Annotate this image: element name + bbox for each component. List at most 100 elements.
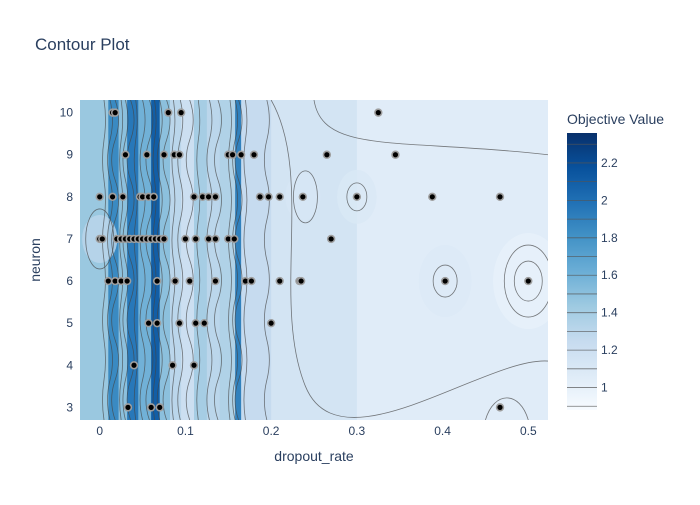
- trial-point: [204, 192, 213, 202]
- trial-point: [352, 192, 362, 202]
- contour-band: [159, 100, 171, 420]
- y-tick-label: 4: [66, 358, 73, 372]
- trial-point: [98, 234, 107, 244]
- trial-point: [144, 318, 153, 328]
- trial-point: [322, 150, 332, 159]
- contour-band: [151, 100, 161, 420]
- trial-point: [155, 403, 164, 412]
- chart-title: Contour Plot: [35, 35, 130, 54]
- trial-point: [275, 276, 284, 286]
- trial-point: [181, 234, 190, 244]
- x-tick-label: 0.5: [520, 424, 537, 438]
- contour-line: [270, 100, 548, 418]
- trial-point: [391, 150, 400, 159]
- trial-point: [228, 150, 237, 159]
- contour-band: [127, 100, 139, 420]
- trial-point: [247, 276, 256, 286]
- contour-line: [111, 100, 120, 420]
- y-tick-label: 5: [66, 316, 73, 330]
- contour-line: [263, 100, 270, 420]
- trial-point: [191, 318, 200, 328]
- colorbar-ticks: 1 1.2 1.4 1.6 1.8 2 2.2: [601, 156, 618, 395]
- trial-point: [95, 192, 104, 202]
- trial-point: [122, 276, 132, 286]
- trial-point: [185, 276, 194, 286]
- y-tick-label: 8: [66, 190, 73, 204]
- trial-point: [191, 234, 200, 244]
- trial-point: [326, 234, 336, 244]
- trial-point: [204, 234, 213, 244]
- contour-loop: [293, 170, 318, 224]
- x-tick-label: 0.2: [263, 424, 280, 438]
- colorbar-title: Objective Value: [567, 111, 664, 127]
- contour-band: [194, 100, 208, 420]
- contour-island: [493, 233, 548, 330]
- contour-line: [243, 100, 248, 420]
- contour-line: [119, 100, 124, 420]
- contour-band: [206, 100, 221, 420]
- x-axis-label: dropout_rate: [274, 448, 354, 464]
- trial-point: [123, 403, 133, 412]
- trial-point: [255, 192, 265, 202]
- trial-point: [104, 276, 113, 286]
- contour-line: [234, 100, 243, 420]
- trial-point: [266, 318, 276, 328]
- trial-point: [152, 276, 162, 286]
- trial-point: [249, 150, 259, 159]
- trial-point: [175, 318, 184, 328]
- trial-point: [159, 150, 169, 159]
- contour-line: [313, 100, 548, 156]
- contour-band: [219, 100, 236, 420]
- trial-point: [524, 276, 533, 286]
- y-tick-label: 7: [66, 232, 73, 246]
- contour-band: [170, 100, 182, 420]
- colorbar-tick-label: 1.6: [601, 268, 618, 282]
- trial-point: [176, 108, 186, 117]
- y-tick-label: 3: [66, 400, 73, 414]
- contour-line: [196, 100, 201, 420]
- y-tick-label: 6: [66, 274, 73, 288]
- trial-point: [264, 192, 273, 202]
- colorbar-tick-label: 1.8: [601, 231, 618, 245]
- trial-point: [211, 276, 220, 286]
- trial-point: [298, 192, 308, 202]
- contour-line: [485, 397, 529, 420]
- contour-line: [156, 100, 163, 420]
- trial-point: [296, 276, 306, 286]
- contour-fill-layer: [80, 100, 548, 420]
- contour-line: [152, 100, 157, 420]
- y-tick-label: 10: [60, 106, 74, 120]
- trial-points-layer: [95, 108, 533, 412]
- trial-point: [164, 108, 173, 117]
- contour-line: [133, 100, 138, 420]
- contour-band: [108, 100, 120, 420]
- contour-loop: [503, 244, 548, 318]
- trial-point: [149, 192, 158, 202]
- trial-point: [108, 192, 117, 202]
- trial-point: [152, 318, 162, 328]
- trial-point: [495, 403, 505, 412]
- trial-point: [374, 108, 383, 117]
- trial-point: [211, 234, 220, 244]
- colorbar-tick-label: 2: [601, 193, 608, 207]
- trial-point: [121, 150, 130, 159]
- trial-point: [168, 361, 177, 370]
- plot-area: [80, 100, 548, 420]
- colorbar-tick-label: 2.2: [601, 156, 618, 170]
- trial-point: [428, 192, 437, 202]
- contour-line: [139, 100, 146, 420]
- trial-point: [118, 192, 128, 202]
- contour-loop: [513, 260, 543, 302]
- colorbar: [567, 133, 597, 410]
- x-tick-label: 0.4: [434, 424, 451, 438]
- trial-point: [159, 234, 169, 244]
- trial-point: [170, 276, 180, 286]
- y-axis-ticks: 3 4 5 6 7 8 9 10: [60, 106, 74, 415]
- trial-point: [142, 150, 152, 159]
- x-tick-label: 0: [96, 424, 103, 438]
- contour-band: [271, 100, 358, 420]
- colorbar-tick-label: 1: [601, 381, 608, 395]
- trial-point: [189, 192, 199, 202]
